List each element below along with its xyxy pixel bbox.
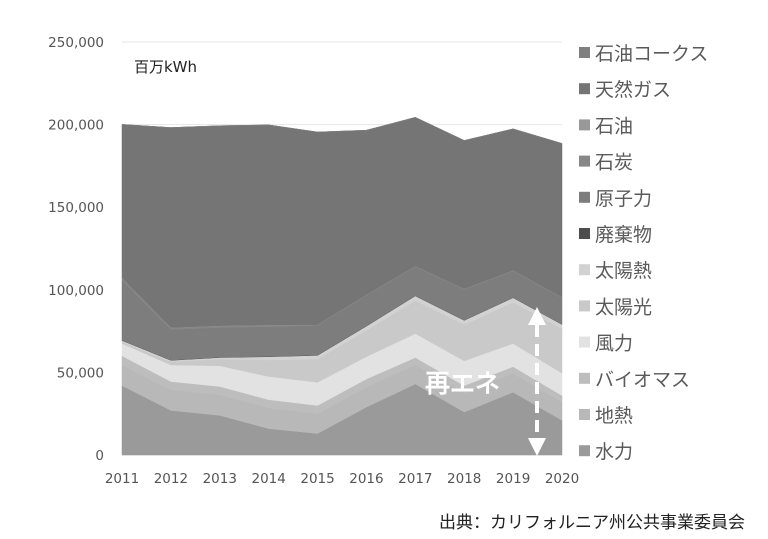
x-tick-label: 2019 xyxy=(496,471,530,487)
x-tick-label: 2015 xyxy=(300,471,334,487)
legend-swatch xyxy=(579,336,590,348)
x-tick-label: 2014 xyxy=(251,471,285,487)
legend-label: 廃棄物 xyxy=(595,224,652,246)
legend-swatch xyxy=(579,47,590,58)
legend-label: 石炭 xyxy=(595,152,633,174)
legend-label: 石油 xyxy=(595,115,633,137)
y-tick-label: 0 xyxy=(95,448,104,464)
x-axis-tick-labels: 2011 2012 2013 2014 2015 2016 2017 2018 2019 2020 xyxy=(105,471,579,487)
x-tick-label: 2013 xyxy=(203,471,237,487)
renewables-arrow-head-up xyxy=(528,307,546,325)
unit-label: 百万kWh xyxy=(134,58,197,76)
y-tick-label: 200,000 xyxy=(48,118,104,134)
x-tick-label: 2017 xyxy=(398,471,432,487)
legend-swatch xyxy=(579,83,590,95)
legend-swatch xyxy=(579,409,590,420)
legend-label: 水力 xyxy=(595,441,633,463)
legend-swatch xyxy=(579,119,590,131)
renewables-arrow xyxy=(528,307,546,456)
y-tick-label: 250,000 xyxy=(48,35,104,51)
legend-swatch xyxy=(579,264,590,276)
legend-swatch xyxy=(579,191,590,203)
y-axis-tick-labels: 0 50,000 100,000 150,000 200,000 250,000 xyxy=(48,35,104,464)
legend-label: 原子力 xyxy=(595,188,652,210)
x-tick-label: 2011 xyxy=(105,471,139,487)
legend-label: 天然ガス xyxy=(595,79,671,101)
x-tick-label: 2020 xyxy=(545,471,579,487)
stacked-areas xyxy=(121,117,563,456)
legend-label: 地熱 xyxy=(595,405,633,427)
x-tick-label: 2012 xyxy=(154,471,188,487)
legend-label: 太陽光 xyxy=(595,296,652,318)
legend-swatch xyxy=(579,228,590,239)
legend-label: バイオマス xyxy=(595,369,690,391)
legend-swatch xyxy=(579,445,590,457)
area-series-石油コークス xyxy=(121,117,563,144)
renewables-arrow-head-down xyxy=(528,438,546,456)
y-tick-label: 100,000 xyxy=(48,283,104,299)
y-tick-label: 50,000 xyxy=(57,365,104,381)
legend-swatch xyxy=(579,372,590,384)
renewables-annotation: 再エネ xyxy=(425,369,500,398)
x-tick-label: 2016 xyxy=(349,471,383,487)
legend-label: 石油コークス xyxy=(595,43,708,65)
legend-swatch xyxy=(579,155,590,167)
source-note: 出典：カリフォルニア州公共事業委員会 xyxy=(439,513,745,533)
legend-label: 風力 xyxy=(595,333,633,355)
legend-label: 太陽熱 xyxy=(595,260,652,282)
legend-swatch xyxy=(579,300,590,312)
x-tick-label: 2018 xyxy=(447,471,481,487)
y-tick-label: 150,000 xyxy=(48,200,104,216)
